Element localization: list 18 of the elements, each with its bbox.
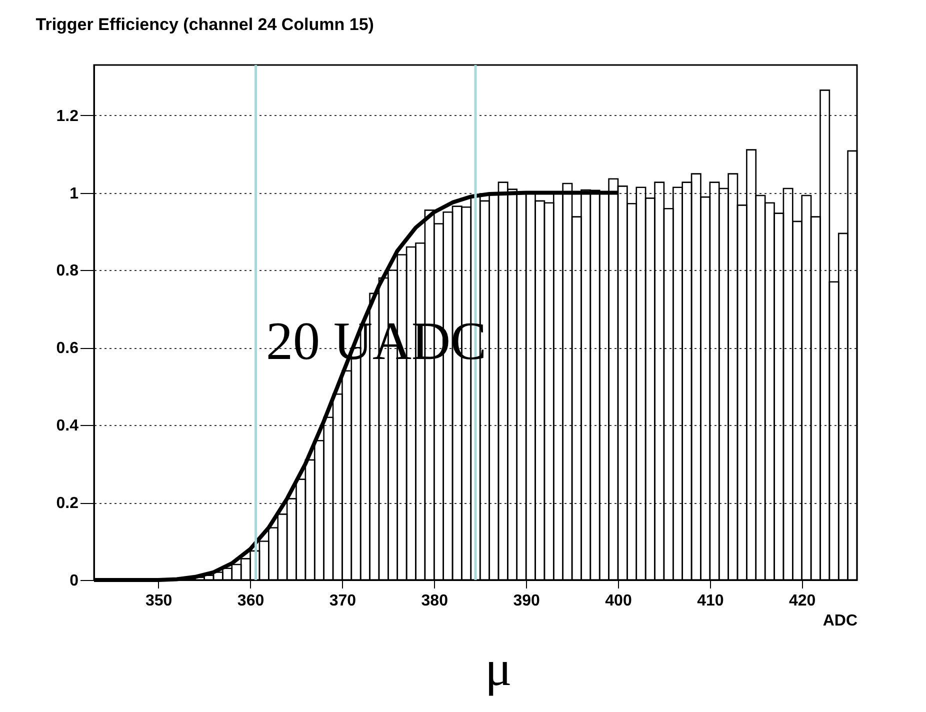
y-tick-label: 0 [70,572,79,590]
x-tick-label: 370 [329,592,356,610]
y-tick-label: 0.8 [56,262,79,280]
x-tick-label: 400 [605,592,632,610]
x-tick-label: 410 [697,592,724,610]
x-tick-label: 420 [788,592,816,610]
y-tick-label: 0.6 [56,340,79,358]
chart-title: Trigger Efficiency (channel 24 Column 15) [36,14,374,34]
y-tick-label: 1 [70,185,79,202]
x-tick-label: 360 [237,592,264,610]
x-axis-title: ADC [822,612,858,630]
y-tick-label: 0.4 [56,418,79,435]
x-tick-label: 390 [513,592,540,610]
y-tick-label: 1.2 [56,108,79,125]
x-tick-label: 380 [421,592,448,610]
x-tick-label: 350 [146,592,172,610]
y-tick-label: 0.2 [56,495,79,512]
text: μ [484,640,512,696]
